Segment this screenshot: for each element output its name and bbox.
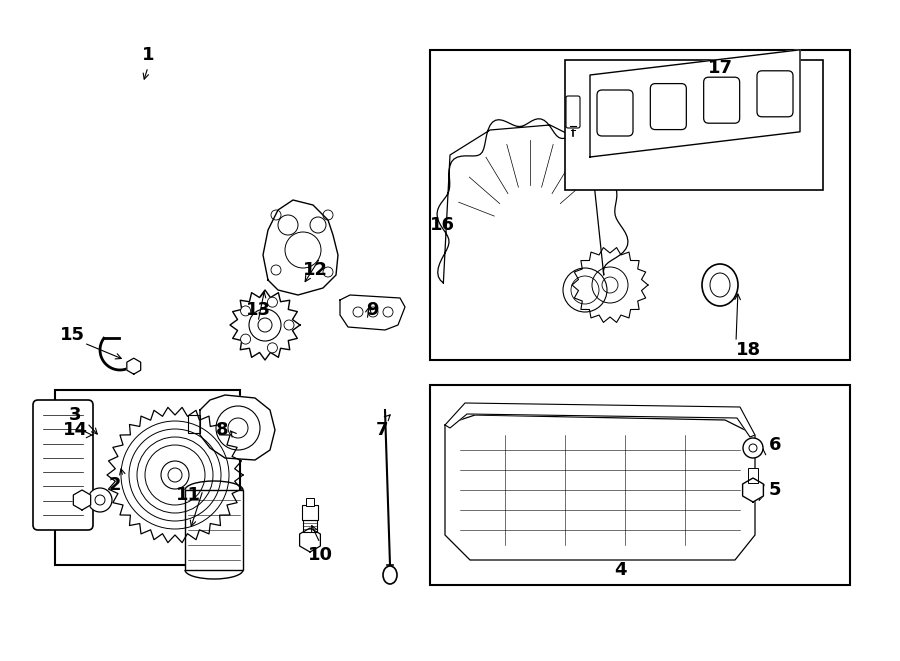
Polygon shape <box>590 50 800 157</box>
Text: 4: 4 <box>614 561 626 579</box>
Bar <box>748 468 758 483</box>
Polygon shape <box>263 200 338 295</box>
FancyBboxPatch shape <box>566 96 580 128</box>
Polygon shape <box>300 528 320 552</box>
Bar <box>430 50 850 360</box>
Text: 16: 16 <box>429 216 454 234</box>
Text: 1: 1 <box>142 46 154 64</box>
Text: 12: 12 <box>302 261 328 279</box>
Bar <box>303 520 317 532</box>
Circle shape <box>267 343 277 353</box>
Text: 17: 17 <box>707 59 733 77</box>
FancyBboxPatch shape <box>704 77 740 123</box>
Text: 9: 9 <box>365 301 378 319</box>
Polygon shape <box>437 119 628 283</box>
Text: 3: 3 <box>68 406 81 424</box>
Text: 2: 2 <box>109 476 122 494</box>
Polygon shape <box>127 358 140 374</box>
Text: 7: 7 <box>376 421 388 439</box>
Circle shape <box>168 468 182 482</box>
FancyBboxPatch shape <box>597 90 633 136</box>
Bar <box>306 498 314 506</box>
FancyBboxPatch shape <box>33 400 93 530</box>
Polygon shape <box>742 478 763 502</box>
Ellipse shape <box>710 273 730 297</box>
Bar <box>185 490 243 570</box>
Polygon shape <box>200 395 275 460</box>
Bar <box>565 60 823 190</box>
Circle shape <box>161 461 189 489</box>
Polygon shape <box>340 295 405 330</box>
Polygon shape <box>73 490 91 510</box>
Polygon shape <box>445 415 755 560</box>
Text: 5: 5 <box>769 481 781 499</box>
Text: 10: 10 <box>308 546 332 564</box>
Circle shape <box>267 297 277 307</box>
Text: 11: 11 <box>176 486 201 504</box>
Circle shape <box>95 495 105 505</box>
FancyBboxPatch shape <box>651 83 687 130</box>
Circle shape <box>284 320 294 330</box>
Circle shape <box>743 438 763 458</box>
Text: 13: 13 <box>246 301 271 319</box>
Bar <box>55 390 240 565</box>
Circle shape <box>240 334 250 344</box>
Text: 6: 6 <box>769 436 781 454</box>
FancyBboxPatch shape <box>757 71 793 117</box>
Text: 18: 18 <box>735 341 760 359</box>
Circle shape <box>749 444 757 452</box>
Text: 14: 14 <box>62 421 87 439</box>
Circle shape <box>88 488 112 512</box>
Circle shape <box>258 318 272 332</box>
Bar <box>188 415 200 433</box>
Circle shape <box>240 306 250 316</box>
Bar <box>430 385 850 585</box>
Polygon shape <box>445 403 755 437</box>
Bar <box>302 505 318 520</box>
Text: 15: 15 <box>59 326 85 344</box>
Text: 8: 8 <box>216 421 229 439</box>
